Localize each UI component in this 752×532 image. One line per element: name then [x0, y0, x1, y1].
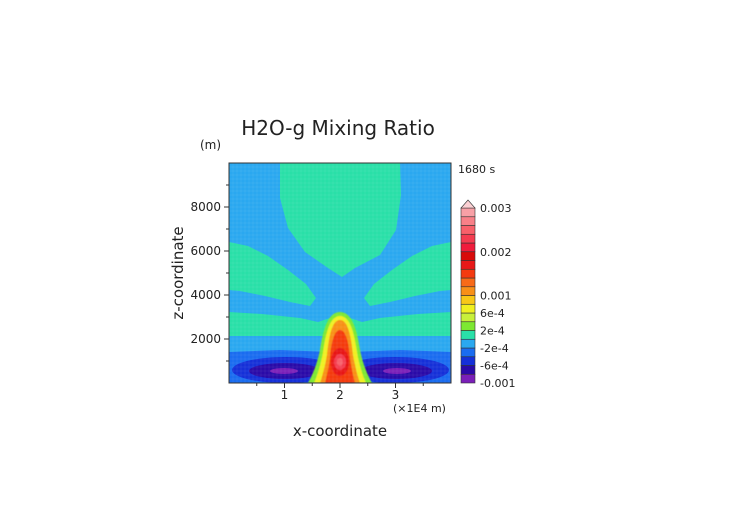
colorbar-swatch	[460, 286, 476, 296]
colorbar-swatch	[460, 225, 476, 235]
colorbar-swatch	[460, 207, 476, 218]
colorbar-label: -0.001	[480, 377, 515, 390]
field-left-eddy-core	[270, 368, 298, 374]
y-tick-label: 2000	[190, 332, 221, 346]
x-tick-label: 3	[392, 388, 400, 402]
colorbar-extend-top	[460, 199, 476, 209]
colorbar-swatch	[460, 321, 476, 331]
colorbar-swatch	[460, 356, 476, 366]
colorbar-swatch	[460, 312, 476, 323]
chart-title: H2O-g Mixing Ratio	[241, 116, 435, 140]
field-updraft-peak	[337, 358, 343, 366]
colorbar-label: 0.001	[480, 290, 512, 303]
colorbar-label: 0.003	[480, 202, 512, 215]
x-axis-label: x-coordinate	[293, 422, 387, 440]
colorbar-swatch	[460, 365, 476, 375]
field-right-eddy-core	[383, 368, 411, 374]
y-tick-label: 4000	[190, 288, 221, 302]
colorbar-swatch	[460, 260, 476, 270]
colorbar-label: 6e-4	[480, 307, 505, 320]
y-tick-label: 6000	[190, 244, 221, 258]
colorbar-swatch	[460, 338, 476, 349]
colorbar-swatch	[460, 347, 476, 358]
colorbar-swatch	[460, 216, 476, 226]
field-right-lobe	[364, 242, 451, 306]
colorbar-swatch	[460, 277, 476, 288]
colorbar-label: -2e-4	[480, 342, 509, 355]
colorbar-swatch	[460, 268, 476, 279]
contour-field	[229, 163, 451, 383]
x-tick-label: 1	[281, 388, 289, 402]
y-axis-label: z-coordinate	[169, 226, 187, 319]
x-tick-label: 2	[336, 388, 344, 402]
colorbar-swatch	[460, 295, 476, 305]
colorbar-swatch	[460, 330, 476, 340]
colorbar-label: -6e-4	[480, 360, 509, 373]
colorbar: 0.003 0.002 0.001 6e-4 2e-4 -2e-4 -6e-4 -0.001	[460, 199, 515, 390]
colorbar-swatch	[460, 233, 476, 244]
colorbar-swatch	[460, 251, 476, 261]
y-tick-label: 8000	[190, 200, 221, 214]
y-unit-label: (m)	[200, 138, 221, 152]
colorbar-swatch	[460, 303, 476, 314]
colorbar-label: 0.002	[480, 246, 512, 259]
field-upper-plume	[280, 163, 401, 277]
colorbar-swatch	[460, 242, 476, 253]
grid-texture	[229, 163, 451, 383]
field-left-lobe	[229, 242, 316, 306]
x-unit-label: (×1E4 m)	[393, 402, 446, 415]
axes: 1 2 3 2000 4000 6000 8000	[190, 184, 424, 402]
colorbar-swatch	[460, 373, 476, 384]
time-label: 1680 s	[458, 163, 495, 176]
colorbar-label: 2e-4	[480, 325, 505, 338]
